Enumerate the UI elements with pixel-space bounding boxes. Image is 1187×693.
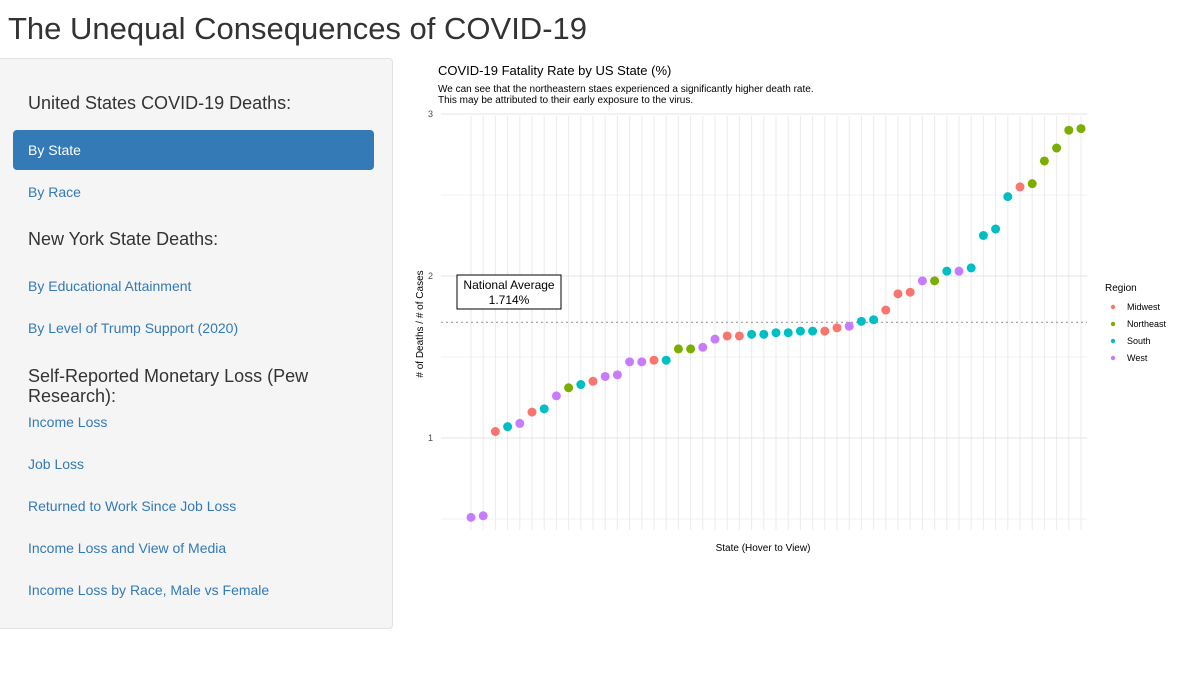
data-point[interactable]	[1052, 143, 1062, 153]
data-point[interactable]	[747, 329, 757, 339]
y-tick-label: 3	[428, 109, 433, 119]
legend: Region Midwest Northeast South West	[1105, 283, 1167, 363]
national-average-value: 1.714%	[489, 293, 530, 307]
legend-key-south	[1110, 338, 1116, 344]
data-point[interactable]	[686, 344, 696, 354]
data-point[interactable]	[600, 371, 610, 381]
data-point[interactable]	[698, 342, 708, 352]
data-point[interactable]	[625, 357, 635, 367]
national-average-annotation: National Average 1.714%	[456, 274, 562, 310]
legend-key-midwest	[1110, 304, 1116, 310]
nav-link-income-loss-race-sex[interactable]: Income Loss by Race, Male vs Female	[28, 582, 270, 598]
data-point[interactable]	[734, 331, 744, 341]
national-average-box	[456, 274, 562, 310]
data-point[interactable]	[1003, 192, 1013, 202]
data-point[interactable]	[905, 287, 915, 297]
page-title: The Unequal Consequences of COVID-19	[8, 11, 587, 46]
chart-subtitle-line2: This may be attributed to their early ex…	[438, 95, 693, 106]
legend-title: Region	[1105, 283, 1137, 294]
data-point[interactable]	[1027, 179, 1037, 189]
chart-subtitle-line1: We can see that the northeastern staes e…	[438, 84, 814, 95]
national-average-label: National Average	[463, 278, 555, 292]
data-point[interactable]	[917, 276, 927, 286]
y-tick-label: 2	[428, 271, 433, 281]
y-axis-ticks: 1 2 3	[428, 109, 433, 443]
data-point[interactable]	[576, 380, 586, 390]
data-point[interactable]	[649, 355, 659, 365]
nav-link-job-loss[interactable]: Job Loss	[28, 456, 85, 472]
data-point[interactable]	[991, 224, 1001, 234]
data-point[interactable]	[551, 391, 561, 401]
nav-link-by-state[interactable]: By State	[13, 130, 374, 170]
data-point[interactable]	[710, 334, 720, 344]
data-point[interactable]	[1015, 182, 1025, 192]
section-heading-us-deaths: United States COVID-19 Deaths:	[28, 93, 292, 113]
data-point[interactable]	[771, 328, 781, 338]
data-point[interactable]	[515, 418, 525, 428]
chart-gridlines	[441, 113, 1087, 530]
data-point[interactable]	[673, 344, 683, 354]
data-point[interactable]	[539, 404, 549, 414]
legend-label-south: South	[1127, 336, 1151, 346]
legend-label-northeast: Northeast	[1127, 319, 1167, 329]
data-point[interactable]	[1076, 124, 1086, 134]
data-point[interactable]	[930, 276, 940, 286]
data-point[interactable]	[478, 511, 488, 521]
data-points	[466, 124, 1086, 522]
legend-label-midwest: Midwest	[1127, 302, 1161, 312]
data-point[interactable]	[490, 427, 500, 437]
data-point[interactable]	[869, 315, 879, 325]
data-point[interactable]	[759, 329, 769, 339]
data-point[interactable]	[856, 316, 866, 326]
y-tick-label: 1	[428, 433, 433, 443]
section-heading-monetary-loss-line2: Research):	[28, 386, 117, 406]
y-axis-label: # of Deaths / # of Cases	[415, 270, 426, 377]
sidebar: United States COVID-19 Deaths: By State …	[0, 58, 393, 629]
data-point[interactable]	[978, 231, 988, 240]
data-point[interactable]	[832, 323, 842, 333]
section-heading-monetary-loss: Self-Reported Monetary Loss (Pew Researc…	[28, 366, 308, 406]
data-point[interactable]	[612, 370, 622, 380]
nav-link-income-loss-media[interactable]: Income Loss and View of Media	[28, 540, 227, 556]
data-point[interactable]	[820, 326, 830, 336]
nav-link-returned-to-work[interactable]: Returned to Work Since Job Loss	[28, 498, 237, 514]
section-heading-ny-deaths: New York State Deaths:	[28, 229, 219, 249]
data-point[interactable]	[808, 326, 818, 336]
data-point[interactable]	[795, 326, 805, 336]
chart-title: COVID-19 Fatality Rate by US State (%)	[438, 63, 671, 78]
nav-link-by-educational-attainment[interactable]: By Educational Attainment	[28, 278, 192, 294]
data-point[interactable]	[564, 383, 574, 393]
section-heading-monetary-loss-line1: Self-Reported Monetary Loss (Pew	[28, 366, 309, 386]
data-point[interactable]	[588, 376, 598, 386]
fatality-rate-chart: COVID-19 Fatality Rate by US State (%) W…	[415, 63, 1167, 554]
data-point[interactable]	[637, 357, 647, 367]
data-point[interactable]	[722, 331, 732, 341]
legend-key-west	[1110, 355, 1116, 361]
data-point[interactable]	[1064, 125, 1074, 135]
x-axis-label: State (Hover to View)	[716, 543, 811, 554]
data-point[interactable]	[954, 266, 964, 276]
data-point[interactable]	[942, 266, 952, 276]
nav-link-by-trump-support[interactable]: By Level of Trump Support (2020)	[28, 320, 239, 336]
data-point[interactable]	[661, 355, 671, 365]
data-point[interactable]	[893, 289, 903, 299]
data-point[interactable]	[783, 328, 793, 338]
legend-label-west: West	[1127, 353, 1148, 363]
nav-link-by-race[interactable]: By Race	[28, 184, 81, 200]
data-point[interactable]	[966, 263, 976, 273]
nav-link-income-loss[interactable]: Income Loss	[28, 414, 108, 430]
data-point[interactable]	[881, 305, 891, 315]
data-point[interactable]	[844, 321, 854, 331]
legend-key-northeast	[1110, 321, 1116, 327]
data-point[interactable]	[466, 512, 476, 522]
data-point[interactable]	[527, 407, 537, 417]
data-point[interactable]	[503, 422, 513, 432]
data-point[interactable]	[1039, 156, 1049, 166]
